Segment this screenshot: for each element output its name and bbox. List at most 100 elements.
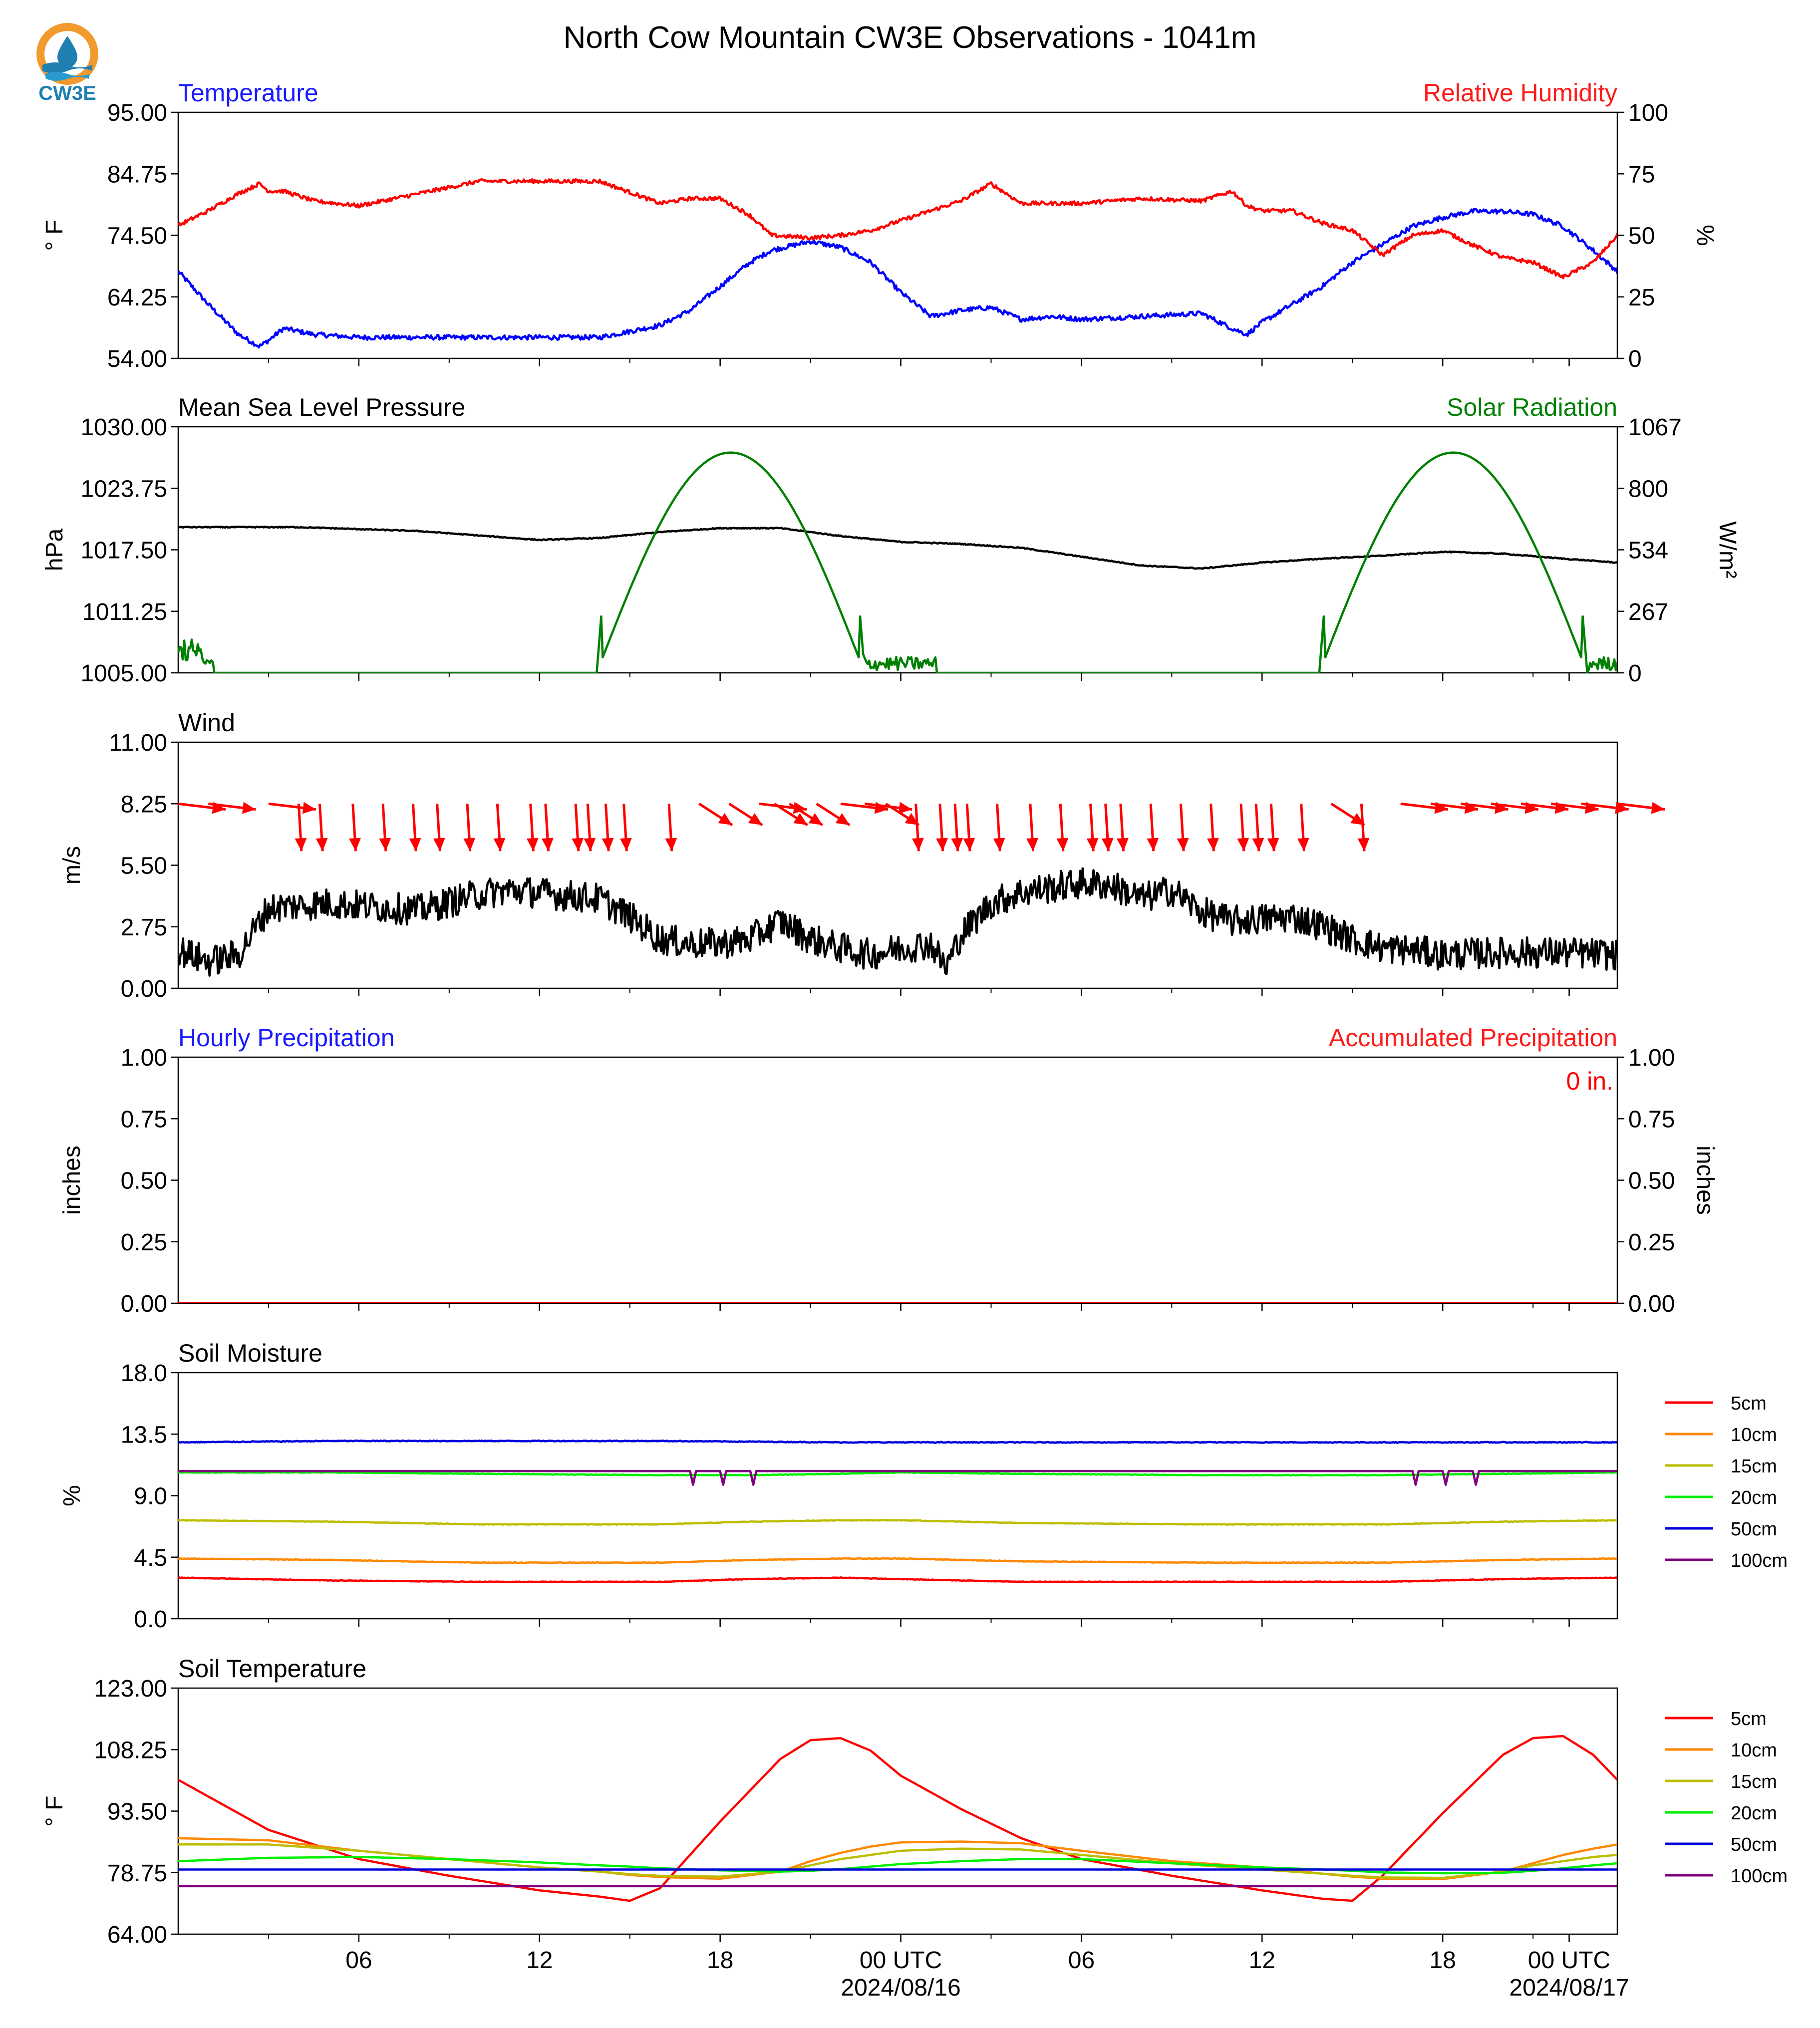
legend-label: 10cm [1731,1425,1777,1446]
series-line-mean-sea-level-pressure [178,525,1617,570]
y-left-tick-label: 0.0 [134,1606,167,1633]
y-left-axis-label: hPa [41,528,68,571]
y-right-tick-label: 50 [1628,223,1655,250]
y-right-tick-label: 0 [1628,660,1642,687]
wind-arrow-head [433,838,445,852]
wind-arrow-head [1147,838,1159,852]
wind-arrow-head [493,838,506,852]
legend-label: 100cm [1731,1550,1788,1571]
wind-arrow-head [463,838,476,852]
y-right-tick-label: 0 [1628,346,1642,372]
legend-label: 50cm [1731,1834,1777,1855]
y-left-tick-label: 93.50 [107,1799,167,1825]
wind-arrow-head [793,813,808,825]
series-line-relative-humidity [178,178,1617,280]
wind-arrow-head [951,838,963,852]
y-left-tick-label: 74.50 [107,223,167,250]
panel-title-left: Temperature [178,79,318,107]
series-line-100cm [178,1469,1617,1486]
y-right-tick-label: 0.00 [1628,1291,1675,1317]
wind-arrow-head [718,813,732,825]
y-left-tick-label: 0.25 [121,1229,167,1256]
x-tick-label: 18 [707,1947,733,1974]
legend: 5cm 10cm 15cm 20cm 50cm 100cm [1665,1393,1788,1571]
wind-arrow-head [905,813,919,825]
wind-arrow-head [1252,838,1264,852]
y-left-tick-label: 1017.50 [80,538,167,564]
y-left-tick-label: 78.75 [107,1860,167,1887]
wind-arrow-head [911,838,924,852]
wind-arrow-head [1651,802,1665,814]
wind-arrow-head [602,838,614,852]
series-line-temperature [178,208,1617,349]
y-right-tick-label: 75 [1628,161,1655,188]
panel-plot-area [178,1735,1617,1902]
panel-2: 0.00 2.75 5.50 8.25 11.00 Wind m/s [59,709,1665,1002]
wind-arrow-head [348,838,361,852]
y-left-tick-label: 5.50 [121,853,167,879]
y-right-tick-label: 0.25 [1628,1229,1675,1256]
wind-arrow-head [1267,838,1279,852]
panel-title-right: Solar Radiation [1447,393,1617,421]
y-left-axis-label: m/s [59,846,85,884]
y-left-tick-label: 84.75 [107,161,167,188]
series-line-20cm [178,1471,1617,1477]
x-tick-label: 18 [1429,1947,1456,1974]
wind-arrow-head [315,838,328,852]
wind-arrow-head [748,813,763,825]
wind-arrow-head [242,802,256,814]
panel-title-left: Soil Moisture [178,1339,322,1367]
wind-arrow-head [1101,838,1114,852]
wind-arrow-head [1357,838,1370,852]
y-right-tick-label: 0.50 [1628,1168,1675,1194]
panel-title-right: Relative Humidity [1423,79,1617,107]
x-tick-label: 00 UTC [860,1947,942,1974]
panel-title-left: Mean Sea Level Pressure [178,393,465,421]
series-line-50cm [178,1439,1617,1444]
y-left-tick-label: 95.00 [107,100,167,126]
wind-arrow-head [1026,838,1039,852]
y-left-tick-label: 13.5 [121,1422,167,1448]
y-left-tick-label: 0.75 [121,1106,167,1133]
wind-arrow-head [1237,838,1249,852]
y-left-tick-label: 0.50 [121,1168,167,1194]
wind-arrow-head [963,838,975,852]
panels: 54.00 64.25 74.50 84.75 95.00 0 25 50 75 100 Tempe… [41,79,1788,1948]
wind-arrow-head [1297,838,1309,852]
logo-wave [42,62,92,73]
wind-arrow-head [619,838,632,852]
wind-arrow-head [379,838,391,852]
y-left-tick-label: 1011.25 [82,599,167,625]
x-tick-label: 06 [345,1947,372,1974]
wind-arrow-head [898,802,912,814]
y-right-tick-label: 267 [1628,599,1668,625]
y-right-tick-label: 1.00 [1628,1045,1675,1071]
figure-title: North Cow Mountain CW3E Observations - 1… [564,20,1257,55]
y-left-tick-label: 8.25 [121,791,167,818]
panel-3: 0.00 0.25 0.50 0.75 1.00 0.00 0.25 0.50 0.75 1.00… [59,1024,1718,1317]
x-tick-label: 12 [1249,1947,1275,1974]
panel-0: 54.00 64.25 74.50 84.75 95.00 0 25 50 75 100 Tempe… [41,79,1718,372]
y-left-tick-label: 64.00 [107,1922,167,1948]
y-left-tick-label: 1023.75 [80,476,167,502]
x-date-label: 2024/08/17 [1509,1975,1629,2001]
y-right-tick-label: 1067 [1628,414,1682,441]
cw3e-logo-graphic: CW3E [36,23,98,104]
wind-arrow-head [993,838,1005,852]
y-left-axis-label: inches [59,1146,85,1215]
series-line-solar-radiation [178,451,1617,673]
panel-title-left: Hourly Precipitation [178,1024,395,1052]
legend-label: 100cm [1731,1866,1788,1887]
y-left-tick-label: 1.00 [121,1045,167,1071]
wind-arrow-head [409,838,421,852]
logo-drop [57,36,77,67]
legend-label: 5cm [1731,1709,1767,1730]
wind-arrow-head [541,838,554,852]
y-left-tick-label: 108.25 [94,1737,167,1763]
y-right-tick-label: 534 [1628,538,1668,564]
panel-plot-area [178,178,1617,349]
panel-title-left: Wind [178,709,235,737]
y-right-axis-label: W/m² [1714,521,1741,579]
legend: 5cm 10cm 15cm 20cm 50cm 100cm [1665,1709,1788,1887]
